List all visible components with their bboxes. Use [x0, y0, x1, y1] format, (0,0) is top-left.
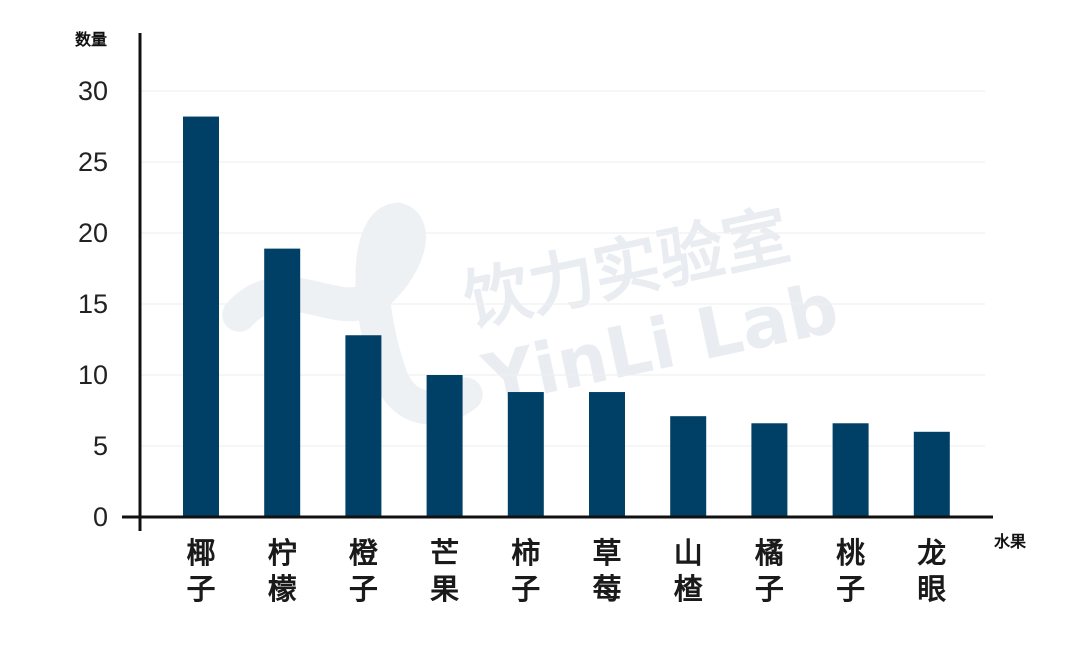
gridlines [140, 90, 985, 447]
y-tick-labels: 0 5 10 15 20 25 30 [78, 76, 108, 532]
y-tick-label: 30 [78, 76, 108, 106]
y-tick-label: 25 [78, 147, 108, 177]
bar-1 [183, 116, 219, 517]
x-tick-label: 橘子 [755, 536, 784, 606]
y-tick-label: 0 [93, 502, 108, 532]
axes [122, 33, 993, 531]
y-tick-label: 20 [78, 218, 108, 248]
bar-4 [426, 375, 463, 517]
bars [183, 116, 950, 517]
bar-2 [264, 248, 301, 517]
x-tick-label: 芒果 [430, 536, 459, 606]
x-tick-label: 龙眼 [917, 536, 946, 606]
y-axis-title: 数量 [75, 30, 107, 49]
bar-5 [507, 392, 544, 517]
bar-7 [670, 416, 707, 517]
x-tick-label: 椰子 [186, 536, 215, 606]
y-tick-label: 5 [93, 431, 108, 461]
x-tick-label: 桃子 [836, 536, 865, 606]
x-tick-label: 山楂 [674, 536, 703, 606]
bar-3 [345, 335, 382, 517]
bar-10 [913, 431, 950, 517]
x-axis-title: 水果 [994, 532, 1026, 551]
bar-9 [832, 423, 869, 517]
x-tick-label: 草莓 [592, 536, 621, 606]
watermark-logo [222, 202, 483, 425]
x-tick-label: 柠檬 [268, 536, 297, 606]
y-tick-label: 10 [78, 360, 108, 390]
y-tick-label: 15 [78, 289, 108, 319]
x-tick-label: 橙子 [349, 536, 379, 606]
x-tick-label: 柿子 [511, 536, 540, 606]
bar-6 [589, 392, 625, 517]
bar-8 [751, 423, 788, 517]
